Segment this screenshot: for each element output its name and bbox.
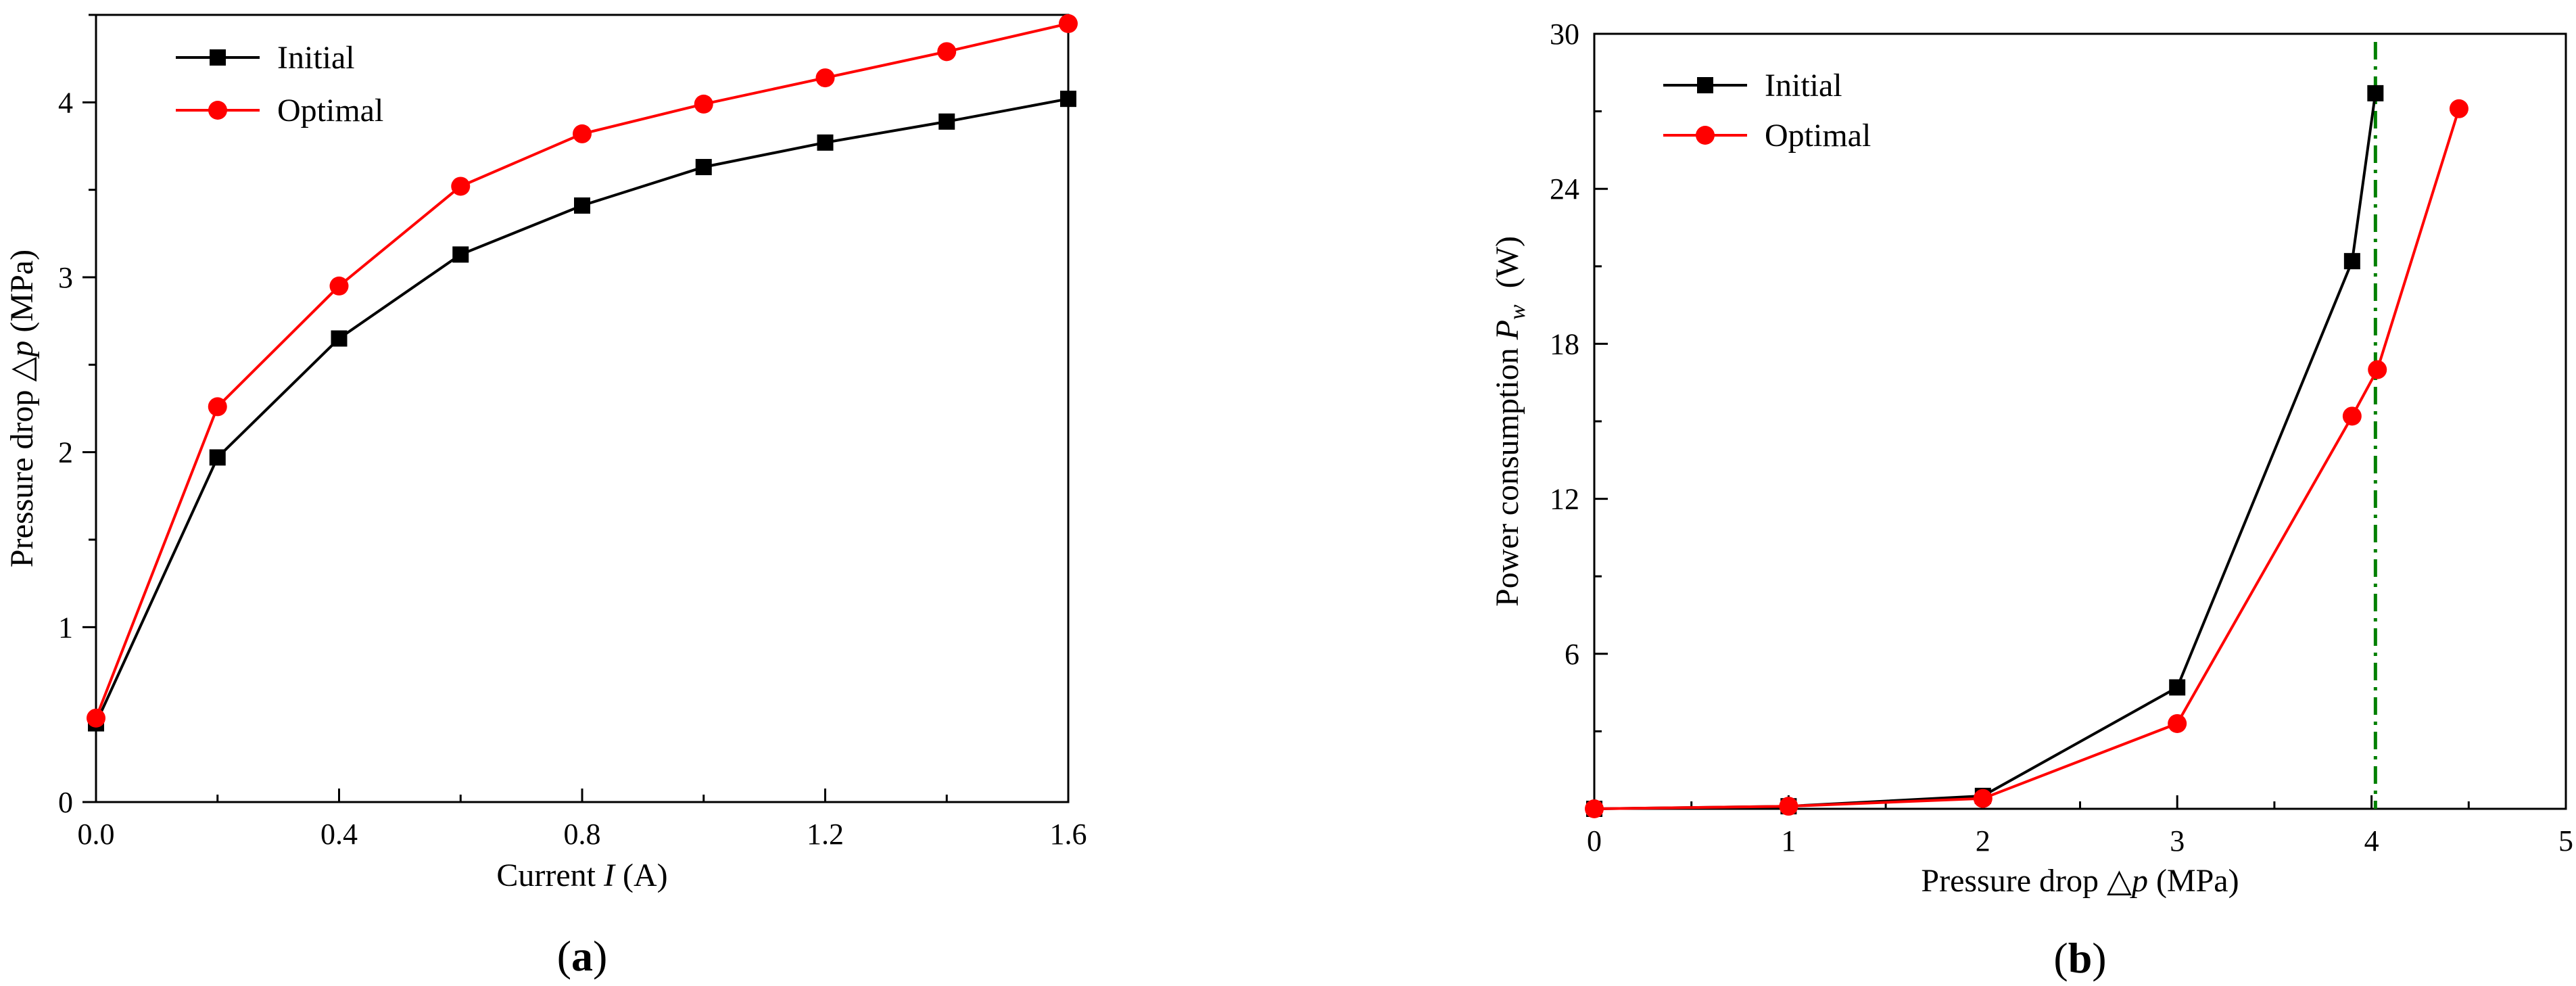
chartb-series-initial-line <box>1594 93 2377 810</box>
chartb-legend-initial-marker <box>1697 77 1713 93</box>
chartb-x-tick-label: 2 <box>1976 824 1990 858</box>
charta-series-optimal-point <box>937 42 957 62</box>
chartb-legend-initial-label: Initial <box>1765 68 1842 103</box>
chartb-x-tick-label: 5 <box>2558 824 2573 858</box>
chartb-y-tick-label: 30 <box>1550 18 1579 51</box>
chartb-series-optimal-point <box>1973 789 1993 808</box>
chartb-plot-frame <box>1593 32 2567 810</box>
chartb-series-initial-point <box>2367 85 2384 101</box>
chartb-series-optimal-point <box>1779 797 1798 816</box>
charta-series-initial-point <box>817 134 834 151</box>
chartb-series-optimal-point <box>2168 713 2187 733</box>
charta-x-axis-label: Current I (A) <box>496 858 667 893</box>
charta-legend-initial-marker <box>210 49 226 66</box>
charta-y-tick-label: 4 <box>58 86 73 119</box>
charta-y-tick-label: 0 <box>58 786 73 819</box>
charta-legend-optimal-label: Optimal <box>277 93 383 128</box>
chartb-y-axis-label: Power consumption Pw (W) <box>1489 236 1530 607</box>
charta-legend-initial-label: Initial <box>277 40 355 76</box>
charta-series-initial-line <box>95 97 1069 724</box>
charta-series-initial-point <box>452 246 469 263</box>
charta-series-initial-point <box>209 449 226 466</box>
charta-series-initial-point <box>1060 91 1076 108</box>
chartb-series-optimal-point <box>2342 406 2362 426</box>
chart-a: 0.0 0.4 0.8 1.2 1.6 0 1 2 3 4 Current I (A) Pressur… <box>4 14 1087 980</box>
chartb-series-optimal-point <box>2449 99 2468 118</box>
charta-series-optimal-point <box>1059 14 1078 33</box>
charta-y-tick-label: 3 <box>58 261 73 294</box>
charta-series-optimal-point <box>329 276 349 296</box>
charta-y-tick-label: 2 <box>58 436 73 469</box>
chartb-x-tick-label: 0 <box>1587 824 1602 858</box>
charta-series-optimal-point <box>87 708 105 728</box>
chartb-panel-label: (b) <box>2053 934 2106 982</box>
chartb-series-initial-point <box>2343 253 2360 270</box>
charta-x-tick-label: 1.2 <box>807 818 844 851</box>
charta-series-optimal-point <box>815 68 835 88</box>
charta-y-tick-label: 1 <box>58 611 73 644</box>
charta-x-tick-label: 0.8 <box>564 818 601 851</box>
chartb-y-tick-label: 6 <box>1565 638 1579 671</box>
chartb-legend-optimal-marker <box>1696 126 1715 145</box>
charta-x-tick-label: 1.6 <box>1050 818 1087 851</box>
chartb-legend-optimal-label: Optimal <box>1765 118 1871 154</box>
charta-series-initial-point <box>574 197 590 214</box>
chartb-x-tick-label: 4 <box>2364 824 2379 858</box>
charta-series-optimal-point <box>451 177 471 196</box>
charta-series-initial-point <box>331 330 348 347</box>
chartb-x-axis-label: Pressure drop △p (MPa) <box>1921 863 2239 899</box>
chartb-y-tick-label: 18 <box>1550 327 1579 360</box>
charta-panel-label: (a) <box>557 932 608 980</box>
chartb-y-tick-label: 24 <box>1550 172 1579 206</box>
chartb-series-optimal-line <box>1594 108 2460 810</box>
charta-series-initial-point <box>695 159 712 176</box>
chartb-series-optimal-point <box>1585 799 1604 818</box>
chartb-series-optimal-point <box>2368 360 2387 379</box>
chartb-x-tick-label: 3 <box>2170 824 2185 858</box>
charta-y-axis-label: Pressure drop △p (MPa) <box>4 250 40 567</box>
chartb-y-tick-label: 12 <box>1550 483 1579 516</box>
charta-x-tick-label: 0.0 <box>78 818 115 851</box>
charta-series-optimal-point <box>573 124 592 143</box>
chartb-series-initial-point <box>2169 679 2186 696</box>
chartb-x-tick-label: 1 <box>1781 824 1796 858</box>
charta-series-optimal-point <box>208 397 227 417</box>
charta-legend-optimal-marker <box>208 101 227 120</box>
charta-x-tick-label: 0.4 <box>320 818 358 851</box>
charta-series-optimal-point <box>694 94 713 114</box>
charta-series-initial-point <box>938 113 955 130</box>
